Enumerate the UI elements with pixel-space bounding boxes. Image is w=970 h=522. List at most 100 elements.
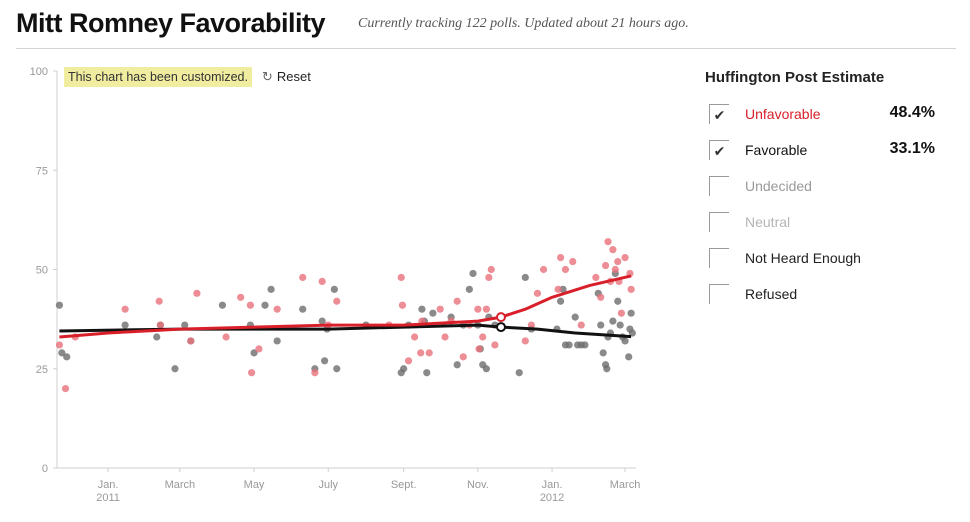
- y-tick-label: 50: [36, 265, 48, 277]
- legend-label: Refused: [745, 286, 798, 302]
- poll-point-favorable: [429, 309, 437, 317]
- legend-checkbox[interactable]: [709, 248, 729, 268]
- poll-point-favorable: [261, 301, 269, 309]
- legend-item-favorable[interactable]: ✔ Favorable 33.1%: [705, 138, 945, 174]
- poll-point-favorable: [469, 269, 477, 278]
- poll-point-favorable: [571, 313, 579, 321]
- poll-point-favorable: [556, 297, 565, 305]
- poll-point-unfavorable: [556, 253, 565, 262]
- poll-point-unfavorable: [475, 345, 483, 353]
- x-tick-label: Nov.: [467, 479, 489, 491]
- legend-item-refused[interactable]: Refused: [705, 282, 945, 318]
- x-tick-year-label: 2011: [96, 492, 120, 504]
- poll-point-favorable: [621, 337, 629, 345]
- poll-point-unfavorable: [459, 353, 467, 361]
- poll-point-favorable: [153, 333, 161, 341]
- legend-checkbox[interactable]: [709, 176, 729, 196]
- poll-point-unfavorable: [577, 321, 585, 329]
- poll-point-unfavorable: [299, 273, 307, 282]
- poll-point-favorable: [330, 285, 338, 293]
- poll-point-favorable: [597, 321, 605, 329]
- legend-item-neutral[interactable]: Neutral: [705, 210, 945, 246]
- legend-label: Not Heard Enough: [745, 250, 861, 266]
- poll-point-favorable: [581, 341, 589, 349]
- poll-point-favorable: [318, 317, 326, 325]
- poll-point-favorable: [423, 369, 431, 377]
- poll-point-favorable: [515, 369, 523, 377]
- poll-point-unfavorable: [417, 349, 425, 357]
- header-divider: [16, 48, 956, 49]
- estimate-legend: Huffington Post Estimate ✔ Unfavorable 48.…: [705, 66, 945, 318]
- poll-point-unfavorable: [601, 261, 610, 270]
- poll-point-unfavorable: [527, 321, 535, 329]
- poll-point-unfavorable: [614, 257, 622, 266]
- legend-checkbox-checked[interactable]: ✔: [709, 140, 729, 160]
- poll-point-unfavorable: [436, 305, 444, 313]
- poll-point-unfavorable: [617, 309, 626, 317]
- legend-label: Favorable: [745, 142, 808, 158]
- poll-point-unfavorable: [627, 285, 635, 293]
- poll-point-unfavorable: [479, 333, 487, 341]
- legend-label: Undecided: [745, 178, 812, 194]
- legend-item-undecided[interactable]: Undecided: [705, 174, 945, 210]
- poll-point-unfavorable: [604, 238, 612, 246]
- poll-point-unfavorable: [425, 349, 433, 357]
- poll-point-unfavorable: [248, 369, 256, 377]
- poll-point-favorable: [333, 365, 341, 373]
- check-icon: ✔: [713, 107, 726, 123]
- poll-point-favorable: [121, 321, 129, 329]
- poll-point-favorable: [625, 353, 633, 361]
- poll-point-unfavorable: [156, 321, 164, 329]
- legend-value: 48.4%: [889, 104, 935, 121]
- trend-line-unfavorable: [59, 274, 632, 339]
- x-tick-label: March: [165, 479, 196, 491]
- poll-point-unfavorable: [611, 265, 619, 274]
- legend-checkbox[interactable]: [709, 212, 729, 232]
- y-tick-label: 25: [36, 364, 48, 376]
- legend-item-not-heard-enough[interactable]: Not Heard Enough: [705, 246, 945, 282]
- poll-point-favorable: [171, 365, 179, 373]
- poll-point-favorable: [418, 305, 426, 313]
- poll-point-unfavorable: [474, 305, 482, 313]
- poll-point-unfavorable: [491, 341, 499, 349]
- poll-point-unfavorable: [482, 305, 490, 313]
- reset-label: Reset: [276, 69, 311, 84]
- legend-checkbox[interactable]: [709, 284, 729, 304]
- legend-label: Unfavorable: [745, 106, 821, 122]
- poll-point-favorable: [250, 349, 258, 357]
- x-tick-label: Sept.: [391, 479, 417, 491]
- poll-point-unfavorable: [311, 369, 319, 377]
- legend-checkbox-checked[interactable]: ✔: [709, 104, 729, 124]
- poll-point-favorable: [628, 329, 636, 337]
- poll-point-favorable: [465, 285, 473, 293]
- poll-point-unfavorable: [441, 333, 449, 341]
- poll-point-favorable: [321, 357, 329, 365]
- poll-point-favorable: [627, 309, 635, 317]
- legend-item-unfavorable[interactable]: ✔ Unfavorable 48.4%: [705, 102, 945, 138]
- poll-point-unfavorable: [539, 265, 548, 274]
- poll-point-unfavorable: [533, 289, 542, 297]
- poll-point-favorable: [63, 353, 71, 361]
- x-tick-label: Jan.: [542, 479, 563, 491]
- poll-point-favorable: [55, 301, 64, 309]
- y-tick-label: 100: [30, 66, 48, 78]
- poll-point-unfavorable: [61, 385, 70, 393]
- poll-point-favorable: [181, 321, 189, 329]
- x-tick-label: Jan.: [98, 479, 119, 491]
- poll-point-favorable: [218, 301, 227, 309]
- poll-point-favorable: [400, 365, 408, 373]
- poll-point-unfavorable: [246, 301, 255, 309]
- poll-point-unfavorable: [237, 293, 245, 301]
- poll-point-unfavorable: [404, 357, 413, 365]
- poll-point-favorable: [482, 365, 490, 373]
- page-subtitle: Currently tracking 122 polls. Updated ab…: [358, 16, 689, 31]
- legend-title: Huffington Post Estimate: [705, 69, 885, 86]
- reset-button[interactable]: ↻ Reset: [262, 67, 311, 87]
- poll-point-unfavorable: [318, 277, 326, 286]
- poll-point-unfavorable: [155, 297, 163, 305]
- poll-point-unfavorable: [193, 289, 201, 297]
- x-tick-label: July: [318, 479, 338, 491]
- poll-point-unfavorable: [554, 285, 562, 293]
- x-tick-label: March: [610, 479, 641, 491]
